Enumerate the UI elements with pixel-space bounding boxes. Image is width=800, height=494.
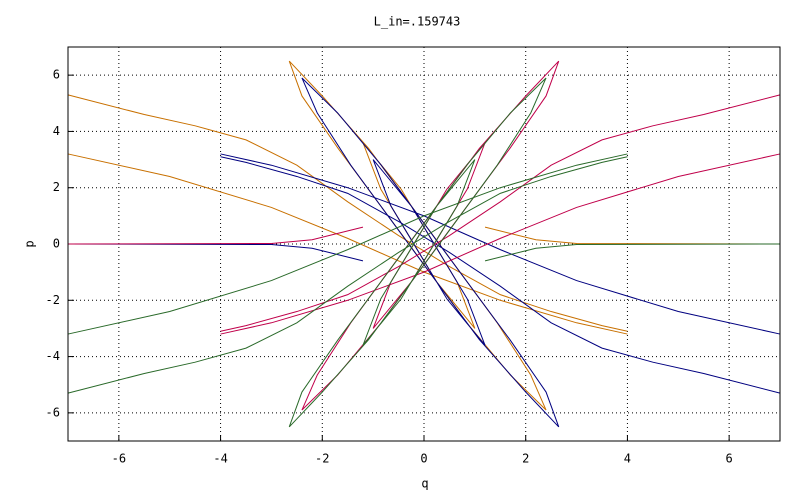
x-tick-label: -4 <box>213 452 227 466</box>
y-tick-label: 2 <box>53 180 60 194</box>
series-line <box>67 77 781 428</box>
y-tick-label: 0 <box>53 237 60 251</box>
chart-title: L_in=.159743 <box>374 15 461 29</box>
plot-border <box>67 46 781 442</box>
x-tick-label: 6 <box>726 452 733 466</box>
y-tick-label: -6 <box>46 405 60 419</box>
series-line <box>67 77 781 428</box>
y-tick-label: -4 <box>46 349 60 363</box>
y-tick-label: -2 <box>46 293 60 307</box>
x-tick-label: 4 <box>624 452 631 466</box>
y-tick-label: 6 <box>53 68 60 82</box>
series-line <box>67 60 781 411</box>
x-tick-label: -2 <box>315 452 329 466</box>
series-line <box>67 60 781 411</box>
y-axis-label: p <box>23 240 37 247</box>
x-tick-label: -6 <box>112 452 126 466</box>
x-axis-label: q <box>421 477 428 491</box>
x-tick-label: 0 <box>420 452 427 466</box>
x-tick-label: 2 <box>522 452 529 466</box>
y-tick-label: 4 <box>53 124 60 138</box>
